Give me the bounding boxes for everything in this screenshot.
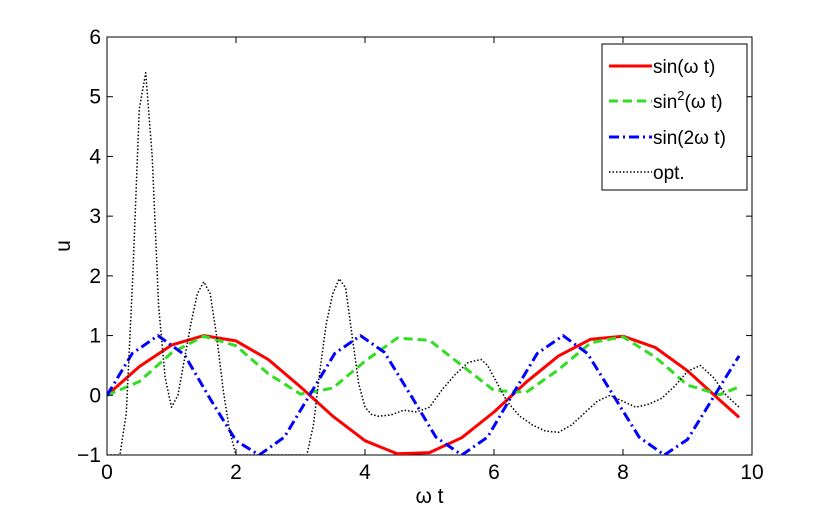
x-tick-label: 6 xyxy=(488,461,500,484)
y-tick-label: −1 xyxy=(77,444,101,467)
x-tick-label: 0 xyxy=(101,461,113,484)
series-line-1 xyxy=(107,334,741,455)
x-tick-label: 10 xyxy=(740,461,763,484)
y-tick-label: 2 xyxy=(89,265,101,288)
y-axis-title: u xyxy=(52,240,75,252)
series-line-3 xyxy=(107,334,741,455)
series-line-4 xyxy=(107,72,740,455)
x-tick-label: 4 xyxy=(359,461,371,484)
legend-label-1: sin(ω t) xyxy=(653,57,715,78)
series-layer xyxy=(107,72,741,455)
y-tick-label: 3 xyxy=(89,205,101,228)
legend-label-4: opt. xyxy=(653,163,685,184)
legend-label-3: sin(2ω t) xyxy=(653,128,726,149)
y-tick-label: 5 xyxy=(89,86,101,109)
x-axis-title: ω t xyxy=(415,485,443,508)
y-tick-label: 6 xyxy=(89,26,101,49)
y-tick-label: 1 xyxy=(89,325,101,348)
y-tick-label: 0 xyxy=(89,384,101,407)
legend-box xyxy=(601,43,748,191)
x-tick-label: 8 xyxy=(617,461,629,484)
y-tick-label: 4 xyxy=(89,145,101,168)
legend-label-2: sin2(ω t) xyxy=(653,88,723,113)
legend: sin(ω t) sin2(ω t) sin(2ω t) opt. xyxy=(601,43,748,191)
x-tick-label: 2 xyxy=(230,461,242,484)
